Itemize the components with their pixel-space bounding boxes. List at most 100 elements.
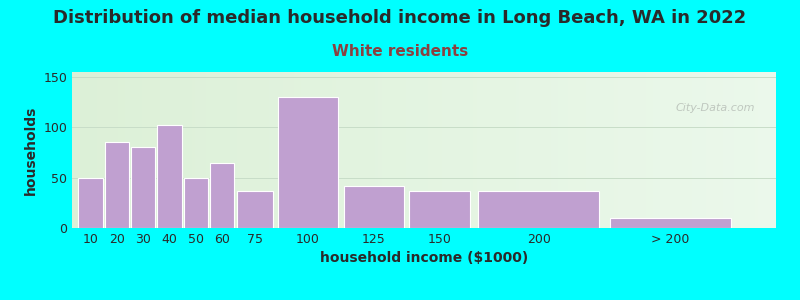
Bar — [163, 72, 167, 228]
Bar — [621, 72, 625, 228]
Bar — [702, 72, 706, 228]
Bar — [396, 72, 399, 228]
Bar — [410, 72, 414, 228]
Bar — [146, 72, 150, 228]
Bar — [241, 72, 245, 228]
Bar — [522, 72, 526, 228]
Bar — [530, 72, 533, 228]
Bar — [744, 72, 748, 228]
Bar — [550, 72, 554, 228]
Bar — [206, 72, 210, 228]
Bar — [526, 72, 530, 228]
Bar — [93, 72, 97, 228]
Bar — [414, 72, 417, 228]
Bar — [678, 72, 681, 228]
Bar — [607, 72, 610, 228]
Bar — [167, 72, 170, 228]
Bar — [766, 72, 769, 228]
Bar — [142, 72, 146, 228]
Bar — [695, 72, 698, 228]
Bar — [294, 72, 298, 228]
Bar — [195, 72, 198, 228]
Bar — [698, 72, 702, 228]
Bar — [723, 72, 726, 228]
Bar — [618, 72, 621, 228]
Bar — [726, 72, 730, 228]
Bar — [286, 72, 290, 228]
Bar — [79, 72, 82, 228]
Bar — [670, 72, 674, 228]
Bar — [519, 72, 522, 228]
Bar — [110, 72, 114, 228]
Bar — [751, 72, 755, 228]
Bar — [741, 72, 744, 228]
Bar — [86, 72, 90, 228]
Bar — [276, 72, 280, 228]
Bar — [558, 72, 562, 228]
Bar — [97, 72, 100, 228]
Bar — [685, 72, 688, 228]
Bar — [364, 72, 368, 228]
Bar — [125, 72, 128, 228]
Bar — [251, 72, 255, 228]
Bar — [603, 72, 607, 228]
Bar — [234, 72, 238, 228]
Bar — [273, 72, 276, 228]
Bar — [537, 72, 540, 228]
Bar — [716, 72, 720, 228]
Bar — [773, 72, 776, 228]
Bar — [227, 72, 230, 228]
Bar — [650, 72, 653, 228]
Bar — [269, 72, 273, 228]
Bar — [72, 72, 75, 228]
Bar — [368, 72, 371, 228]
Bar — [223, 72, 227, 228]
Bar — [158, 125, 182, 228]
Bar — [237, 191, 274, 228]
Bar — [674, 72, 678, 228]
Bar — [357, 72, 361, 228]
Bar — [512, 72, 515, 228]
Bar — [333, 72, 336, 228]
Bar — [638, 72, 642, 228]
Bar — [758, 72, 762, 228]
Bar — [502, 72, 505, 228]
Bar — [107, 72, 110, 228]
Bar — [586, 72, 590, 228]
Bar — [769, 72, 773, 228]
Bar — [646, 72, 650, 228]
Bar — [326, 72, 329, 228]
Bar — [434, 72, 438, 228]
Bar — [174, 72, 178, 228]
Bar — [192, 72, 195, 228]
Bar — [122, 72, 125, 228]
Bar — [748, 72, 751, 228]
Bar — [635, 72, 638, 228]
Bar — [354, 72, 357, 228]
Bar — [431, 72, 434, 228]
Bar — [438, 72, 442, 228]
Bar — [667, 72, 670, 228]
Bar — [262, 72, 266, 228]
Bar — [114, 72, 118, 228]
Bar — [491, 72, 494, 228]
Bar — [582, 72, 586, 228]
X-axis label: household income ($1000): household income ($1000) — [320, 251, 528, 266]
Bar — [628, 72, 632, 228]
Bar — [653, 72, 656, 228]
Bar — [755, 72, 758, 228]
Bar — [533, 72, 537, 228]
Bar — [290, 72, 294, 228]
Bar — [104, 72, 107, 228]
Bar — [462, 72, 466, 228]
Bar — [322, 72, 326, 228]
Bar — [494, 72, 498, 228]
Bar — [371, 72, 374, 228]
Bar — [258, 72, 262, 228]
Bar — [403, 72, 406, 228]
Bar — [706, 72, 709, 228]
Bar — [568, 72, 572, 228]
Bar — [135, 72, 139, 228]
Bar — [738, 72, 741, 228]
Bar — [213, 72, 216, 228]
